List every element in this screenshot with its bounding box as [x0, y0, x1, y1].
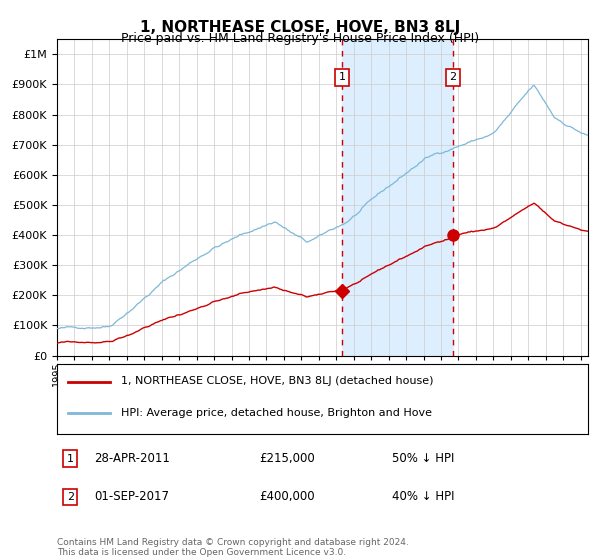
Text: 1: 1 [67, 454, 74, 464]
Text: 40% ↓ HPI: 40% ↓ HPI [392, 491, 454, 503]
Text: 2: 2 [67, 492, 74, 502]
Text: 01-SEP-2017: 01-SEP-2017 [94, 491, 169, 503]
Text: 1: 1 [338, 72, 346, 82]
Text: Contains HM Land Registry data © Crown copyright and database right 2024.
This d: Contains HM Land Registry data © Crown c… [57, 538, 409, 557]
Text: £400,000: £400,000 [259, 491, 314, 503]
Text: Price paid vs. HM Land Registry's House Price Index (HPI): Price paid vs. HM Land Registry's House … [121, 32, 479, 45]
Text: £215,000: £215,000 [259, 452, 314, 465]
Text: 1, NORTHEASE CLOSE, HOVE, BN3 8LJ: 1, NORTHEASE CLOSE, HOVE, BN3 8LJ [140, 20, 460, 35]
Text: 28-APR-2011: 28-APR-2011 [94, 452, 170, 465]
Text: 2: 2 [449, 72, 456, 82]
Text: HPI: Average price, detached house, Brighton and Hove: HPI: Average price, detached house, Brig… [121, 408, 432, 418]
Text: 1, NORTHEASE CLOSE, HOVE, BN3 8LJ (detached house): 1, NORTHEASE CLOSE, HOVE, BN3 8LJ (detac… [121, 376, 433, 386]
Bar [342, 39, 453, 356]
Text: 50% ↓ HPI: 50% ↓ HPI [392, 452, 454, 465]
